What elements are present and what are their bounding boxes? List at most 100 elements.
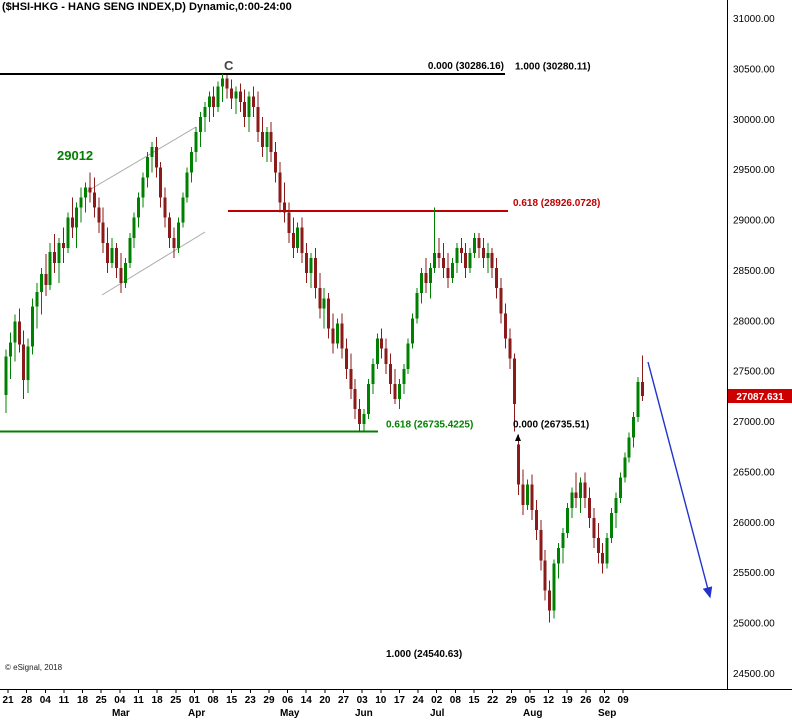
month-label: Aug: [523, 708, 542, 719]
candle: [198, 111, 202, 148]
candle: [84, 182, 88, 213]
date-label: 08: [207, 695, 219, 706]
wave-label-c[interactable]: C: [224, 58, 234, 73]
copyright-notice: © eSignal, 2018: [5, 663, 63, 672]
candle: [132, 212, 136, 248]
date-label: 19: [562, 695, 574, 706]
date-label: 02: [431, 695, 443, 706]
candle: [274, 142, 278, 183]
date-label: 25: [96, 695, 108, 706]
date-label: 17: [394, 695, 406, 706]
candle: [322, 288, 326, 329]
candle: [305, 242, 309, 284]
candle: [353, 378, 357, 420]
candle: [247, 91, 251, 132]
candle: [70, 197, 74, 238]
candle: [309, 252, 313, 289]
candle: [627, 432, 631, 463]
date-label: 22: [487, 695, 499, 706]
price-axis-label: 25000.00: [733, 619, 775, 630]
candle: [172, 227, 176, 258]
date-label: 29: [506, 695, 518, 706]
price-axis-label: 29500.00: [733, 165, 775, 176]
price-axis-label: 28500.00: [733, 266, 775, 277]
projection-arrow[interactable]: [647, 361, 713, 599]
candle: [583, 472, 587, 508]
trend-channel-line[interactable]: [85, 126, 197, 193]
fib-level-label[interactable]: 1.000 (30280.11): [515, 62, 591, 73]
candle: [415, 288, 419, 324]
date-label: 27: [338, 695, 350, 706]
candle: [234, 86, 238, 114]
candle: [110, 237, 114, 269]
candle: [424, 257, 428, 294]
fib-level-label[interactable]: 0.000 (30286.16): [428, 61, 504, 72]
candle: [428, 262, 432, 299]
candle: [543, 550, 547, 601]
candle: [168, 212, 172, 248]
fib-level-label[interactable]: 0.618 (28926.0728): [513, 198, 600, 209]
candle: [446, 252, 450, 289]
candle: [106, 227, 110, 274]
price-axis-label: 27000.00: [733, 417, 775, 428]
candle: [455, 242, 459, 274]
candle: [450, 257, 454, 284]
candle: [207, 91, 211, 122]
date-label: 24: [413, 695, 425, 706]
price-axis-label: 29000.00: [733, 216, 775, 227]
fib-level-label[interactable]: 0.618 (26735.4225): [386, 420, 473, 431]
fib-anchor-marker: [515, 434, 521, 441]
month-label: Jun: [355, 708, 373, 719]
candle: [269, 121, 273, 163]
price-axis-label: 30500.00: [733, 64, 775, 75]
candle: [521, 469, 525, 515]
candle: [181, 192, 185, 228]
candle: [340, 313, 344, 359]
date-label: 10: [375, 695, 387, 706]
candle: [238, 83, 242, 112]
candle: [526, 479, 530, 510]
candle: [557, 543, 560, 579]
candle: [358, 399, 362, 432]
candle: [243, 89, 247, 127]
candle: [411, 313, 415, 349]
date-label: 23: [245, 695, 257, 706]
candle: [318, 273, 322, 319]
candle: [291, 217, 295, 258]
candle: [530, 474, 534, 520]
candle: [13, 314, 17, 362]
candle: [601, 543, 605, 574]
candle: [256, 91, 260, 143]
last-price-box: 27087.631: [728, 389, 792, 404]
trend-channel-line[interactable]: [101, 231, 206, 296]
price-annotation-29012[interactable]: 29012: [57, 148, 93, 163]
fib-level-label[interactable]: 0.000 (26735.51): [513, 420, 589, 431]
candle: [265, 126, 269, 163]
price-axis-label: 27500.00: [733, 367, 775, 378]
candle: [252, 86, 256, 117]
candle: [22, 330, 26, 400]
time-axis[interactable]: 21 28 04 11 18 25 04 11 18 25 01 08 15 23 29 06 14 20 27 03…: [2, 689, 629, 720]
candle: [570, 487, 574, 518]
candle: [587, 487, 591, 529]
candle: [618, 472, 622, 503]
fib-level-label[interactable]: 1.000 (24540.63): [386, 649, 462, 660]
candle: [552, 559, 556, 619]
candle: [636, 376, 640, 423]
candle: [481, 237, 485, 269]
candle: [402, 363, 406, 394]
candle: [486, 242, 490, 274]
price-axis-label: 26500.00: [733, 467, 775, 478]
candle: [640, 355, 644, 402]
candle: [300, 217, 304, 263]
date-label: 18: [152, 695, 164, 706]
price-axis[interactable]: 31000.00 30500.00 30000.00 29500.00 29000.00…: [733, 14, 775, 680]
month-label: Apr: [188, 708, 205, 719]
price-axis-label: 31000.00: [733, 14, 775, 25]
candle: [499, 278, 503, 324]
price-axis-label: 28000.00: [733, 316, 775, 327]
price-axis-label: 26000.00: [733, 518, 775, 529]
candle: [389, 353, 393, 394]
candle: [375, 333, 379, 369]
